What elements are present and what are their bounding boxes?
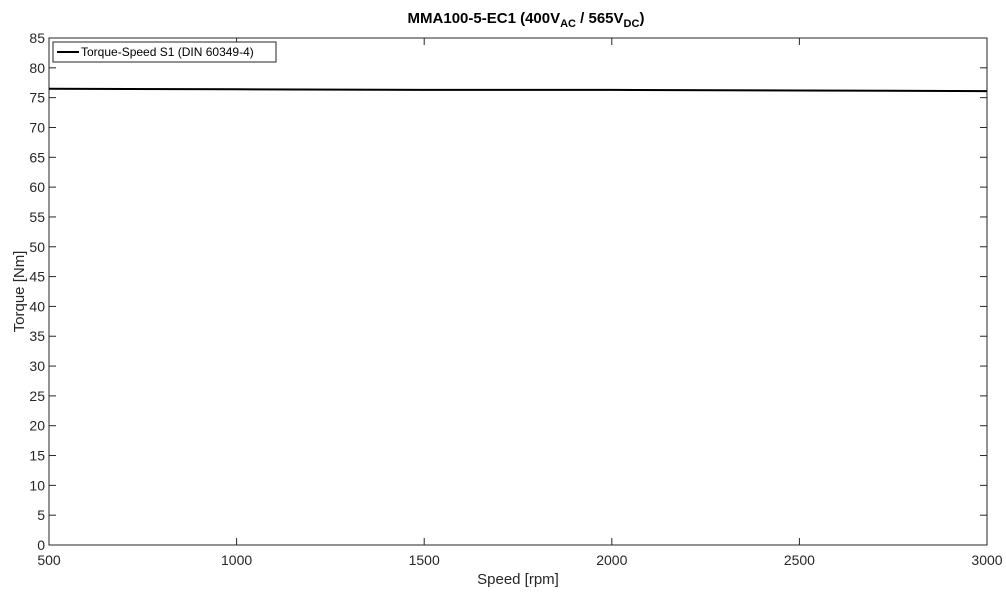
plot-area — [48, 37, 988, 546]
y-tick-label: 70 — [29, 119, 45, 135]
y-tick-label: 75 — [29, 90, 45, 106]
y-tick-label: 60 — [29, 179, 45, 195]
series-lines — [48, 87, 988, 93]
y-tick-label: 25 — [29, 388, 45, 404]
x-tick-label: 1500 — [409, 552, 440, 568]
y-tick-label: 40 — [29, 298, 45, 314]
y-tick-label: 85 — [29, 30, 45, 46]
y-axis-label: Torque [Nm] — [11, 251, 28, 333]
x-tick-label: 2500 — [784, 552, 815, 568]
axis-ticks: 500 1000 1500 2000 2500 3000 0 5 10 15 20 25 30 35 40 4… — [29, 30, 1002, 568]
legend-box — [52, 41, 277, 63]
x-tick-label: 3000 — [971, 552, 1002, 568]
chart-title-main: MMA100-5-EC1 (400V — [408, 10, 561, 27]
y-tick-label: 65 — [29, 149, 45, 165]
chart-title-end: ) — [639, 10, 644, 27]
legend-label: Torque-Speed S1 (DIN 60349-4) — [81, 45, 254, 59]
chart-title-subscript-dc: DC — [624, 18, 640, 30]
x-tick-label: 500 — [37, 552, 61, 568]
y-tick-label: 15 — [29, 448, 45, 464]
chart-title-mid: / 565V — [576, 10, 624, 27]
y-tick-label: 30 — [29, 358, 45, 374]
legend: Torque-Speed S1 (DIN 60349-4) — [52, 41, 277, 63]
series-line — [48, 87, 988, 93]
y-tick-label: 50 — [29, 239, 45, 255]
chart-title: MMA100-5-EC1 (400VAC / 565VDC) — [408, 10, 645, 30]
y-tick-label: 0 — [37, 537, 45, 553]
chart-title-subscript-ac: AC — [560, 18, 576, 30]
y-tick-label: 20 — [29, 418, 45, 434]
y-tick-label: 10 — [29, 477, 45, 493]
y-tick-label: 45 — [29, 269, 45, 285]
x-tick-label: 1000 — [221, 552, 252, 568]
x-axis-label: Speed [rpm] — [477, 571, 559, 588]
y-tick-label: 80 — [29, 60, 45, 76]
y-tick-label: 35 — [29, 328, 45, 344]
y-tick-label: 5 — [37, 507, 45, 523]
x-tick-label: 2000 — [596, 552, 627, 568]
y-tick-label: 55 — [29, 209, 45, 225]
